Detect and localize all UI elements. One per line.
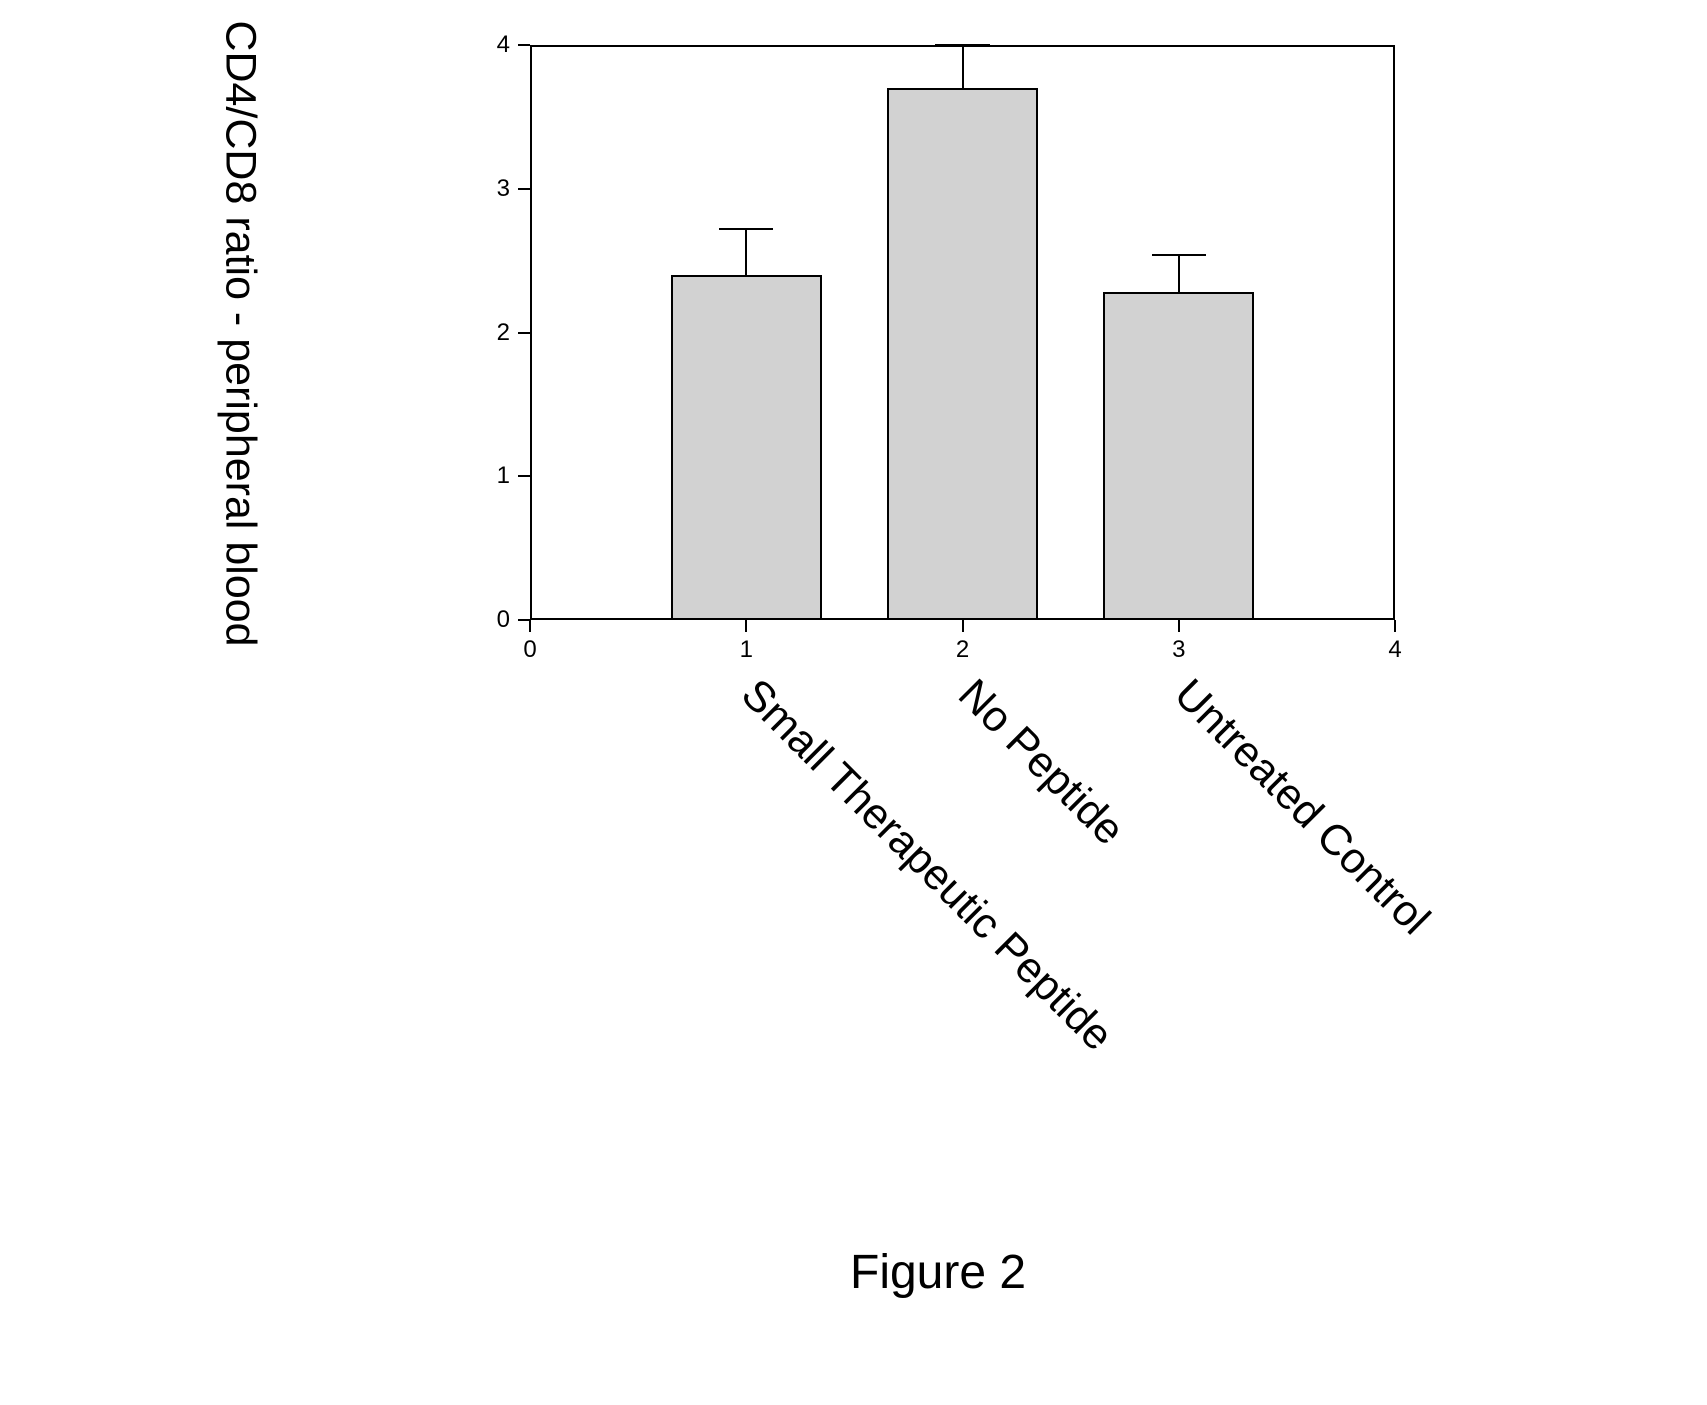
x-tick-label: 4 [1375, 636, 1415, 664]
errorbar-stem [1178, 255, 1180, 292]
category-label: No Peptide [948, 670, 1133, 855]
y-tick [518, 475, 530, 477]
y-tick-label: 2 [497, 319, 510, 347]
x-tick-label: 2 [943, 636, 983, 664]
bar [1103, 292, 1254, 620]
chart-container: CD4/CD8 ratio - peripheral blood Figure … [0, 0, 1707, 1405]
category-label: Small Therapeutic Peptide [732, 670, 1123, 1061]
category-label: Untreated Control [1164, 670, 1439, 945]
figure-caption: Figure 2 [850, 1245, 1026, 1300]
x-tick [529, 620, 531, 632]
errorbar-stem [962, 45, 964, 88]
x-tick-label: 3 [1159, 636, 1199, 664]
bar [887, 88, 1038, 620]
errorbar-cap [935, 44, 989, 46]
y-tick-label: 4 [497, 31, 510, 59]
errorbar-cap [1152, 254, 1206, 256]
y-tick-label: 0 [497, 606, 510, 634]
y-tick-label: 3 [497, 175, 510, 203]
y-tick [518, 332, 530, 334]
x-tick [745, 620, 747, 632]
errorbar-cap [719, 228, 773, 230]
x-tick [1178, 620, 1180, 632]
y-axis-title: CD4/CD8 ratio - peripheral blood [216, 0, 265, 683]
y-tick-label: 1 [497, 462, 510, 490]
x-tick [962, 620, 964, 632]
errorbar-stem [745, 229, 747, 275]
x-tick-label: 1 [726, 636, 766, 664]
y-tick [518, 188, 530, 190]
bar [671, 275, 822, 620]
y-tick [518, 44, 530, 46]
x-tick-label: 0 [510, 636, 550, 664]
x-tick [1394, 620, 1396, 632]
